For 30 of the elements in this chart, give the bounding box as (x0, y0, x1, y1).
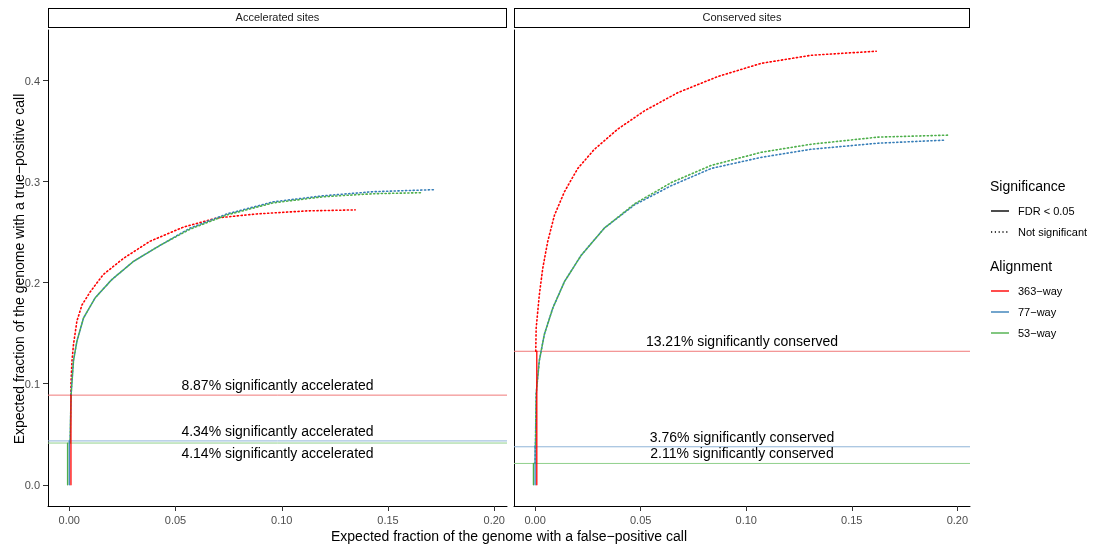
y-tick-label: 0.3 (24, 175, 40, 188)
text: Significance (990, 178, 1066, 194)
x-tick-label: 0.00 (524, 513, 546, 526)
x-axis-title: Expected fraction of the genome with a false−positive call (329, 528, 688, 544)
legend-label: FDR < 0.05 (1018, 204, 1075, 217)
text: Alignment (990, 258, 1053, 274)
x-tick-label: 0.15 (841, 513, 863, 526)
x-tick-label: 0.15 (377, 513, 399, 526)
y-tick-label: 0.4 (24, 74, 40, 87)
legend-label: 53−way (1018, 326, 1057, 339)
ref-line-label: 2.11% significantly conserved (650, 445, 834, 462)
x-tick-label: 0.05 (164, 513, 187, 526)
legend-label: 363−way (1018, 284, 1063, 297)
x-tick-label: 0.00 (58, 513, 80, 526)
ref-line-label: 3.76% significantly conserved (649, 428, 835, 445)
chart-title: Conserved sites (514, 8, 970, 28)
legend-label: 77−way (1018, 305, 1057, 318)
ref-line-label: 13.21% significantly conserved (645, 333, 839, 350)
x-tick-label: 0.20 (483, 513, 505, 526)
chart-title: Accelerated sites (48, 8, 507, 28)
ref-line-label: 8.87% significantly accelerated (181, 377, 374, 394)
x-tick-label: 0.05 (629, 513, 652, 526)
x-tick-label: 0.10 (271, 513, 293, 526)
x-tick-label: 0.20 (946, 513, 969, 526)
ref-line-label: 4.14% significantly accelerated (181, 445, 374, 462)
legend-label: Not significant (1018, 225, 1088, 238)
ref-line-label: 4.34% significantly accelerated (181, 422, 374, 439)
x-tick-label: 0.10 (735, 513, 757, 526)
y-tick-label: 0.0 (24, 478, 40, 491)
y-tick-label: 0.1 (24, 377, 40, 390)
